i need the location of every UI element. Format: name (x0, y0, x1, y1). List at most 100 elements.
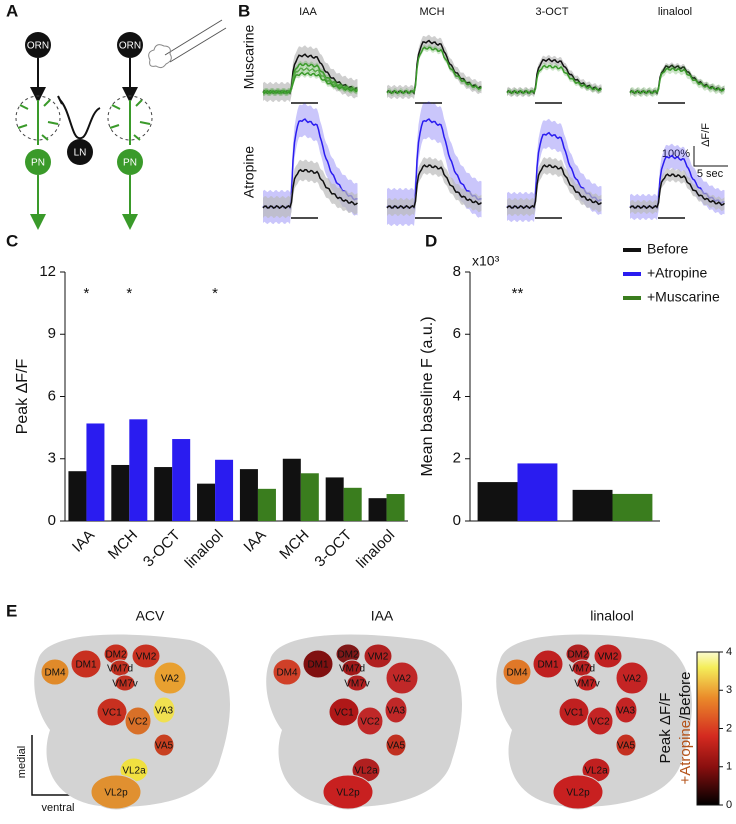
trace (386, 164, 482, 210)
bar (343, 487, 362, 521)
trace (262, 168, 358, 210)
y-tick-label: 2 (453, 450, 461, 467)
map-title: ACV (136, 608, 165, 624)
bar (111, 464, 130, 521)
bar (154, 467, 173, 521)
y-tick-label: 8 (453, 263, 461, 280)
glomerulus-label: VM7v (344, 679, 370, 690)
bar (572, 489, 613, 521)
glomerulus-label: VL2p (104, 788, 128, 799)
glomerulus (40, 658, 70, 686)
bar (129, 419, 148, 521)
y-axis-label: Peak ΔF/F (14, 358, 31, 434)
glomerulus (363, 643, 393, 669)
scale-label: ΔF/F (700, 123, 712, 147)
trace-band (387, 101, 482, 227)
node-label: LN (74, 148, 87, 159)
glomerulus-label: VL2p (336, 788, 360, 799)
glomerulus-label: DM1 (307, 660, 329, 671)
glomerulus (532, 649, 564, 679)
glomerulus-label: VA3 (617, 706, 636, 717)
colorbar-tick-label: 1 (726, 761, 732, 773)
bar (257, 488, 276, 521)
glomerulus-label: VA2 (393, 674, 412, 685)
y-axis-label: Mean baseline F (a.u.) (419, 316, 436, 476)
glomerulus (131, 643, 161, 669)
glomerulus (96, 697, 128, 727)
bar (215, 459, 234, 521)
glomerulus-label: VL2a (354, 766, 378, 777)
column-title: IAA (299, 6, 317, 18)
glomerulus-label: VC1 (564, 708, 584, 719)
node (117, 32, 143, 58)
glomerulus (90, 774, 142, 810)
trace-band (263, 159, 358, 219)
colorbar-label-part: +Atropine (677, 720, 694, 785)
glomerulus (346, 674, 368, 692)
glomerulus (615, 661, 649, 695)
row-label: Muscarine (241, 25, 257, 90)
bar (386, 494, 405, 521)
node-label: ORN (119, 41, 141, 52)
glomerulus (552, 774, 604, 810)
x-tick-label: IAA (240, 527, 269, 556)
glomerulus (614, 696, 638, 724)
trace (629, 67, 725, 95)
bar (172, 439, 191, 521)
y-tick-label: 0 (48, 512, 56, 529)
glomerulus (385, 733, 407, 757)
glomerulus (322, 774, 374, 810)
panel-letter: D (425, 231, 437, 250)
panel-letter: E (6, 601, 17, 620)
trace (506, 64, 602, 95)
y-tick-label: 4 (453, 387, 461, 404)
glomerulus-label: VA3 (155, 706, 174, 717)
row-label: Atropine (241, 146, 257, 198)
trace-band (263, 69, 358, 97)
glomerulus-label: VA5 (387, 741, 406, 752)
panel-letter: A (6, 1, 18, 20)
column-title: MCH (419, 6, 444, 18)
glomerulus (153, 733, 175, 757)
glomerulus (593, 643, 623, 669)
trace (386, 46, 482, 95)
glomerulus (385, 661, 419, 695)
glomerulus-label: VC2 (360, 717, 380, 728)
glomerulus (328, 697, 360, 727)
significance: * (212, 285, 218, 302)
colorbar-tick-label: 2 (726, 722, 732, 734)
node-label: PN (31, 158, 45, 169)
x-tick-label: linalool (182, 527, 227, 572)
bar (368, 498, 387, 521)
glomerulus (356, 706, 384, 736)
glomerulus-label: DM2 (337, 650, 359, 661)
y-tick-label: 6 (453, 325, 461, 342)
glomerulus-label: VC2 (590, 717, 610, 728)
glomerulus (302, 649, 334, 679)
trace-band (630, 168, 725, 215)
column-title: 3-OCT (536, 6, 569, 18)
glomerulus (153, 661, 187, 695)
trace-band (507, 157, 602, 217)
y-tick-label: 0 (453, 512, 461, 529)
bar (197, 483, 216, 521)
trace-band (263, 103, 358, 225)
trace (262, 71, 358, 95)
bar (477, 482, 518, 521)
y-tick-label: 3 (48, 450, 56, 467)
legend-label: +Muscarine (647, 289, 720, 305)
node (25, 32, 51, 58)
trace (506, 164, 602, 210)
colorbar-label: +Atropine/Before (677, 671, 694, 784)
glomerulus-label: VL2a (122, 766, 146, 777)
significance: ** (512, 285, 524, 302)
glomerulus (152, 696, 176, 724)
colorbar-label-part: /Before (677, 671, 694, 719)
axis-label: medial (16, 746, 28, 778)
glomerulus (558, 697, 590, 727)
glomerulus (586, 706, 614, 736)
bar (68, 471, 87, 521)
glomerulus-label: DM2 (105, 650, 127, 661)
